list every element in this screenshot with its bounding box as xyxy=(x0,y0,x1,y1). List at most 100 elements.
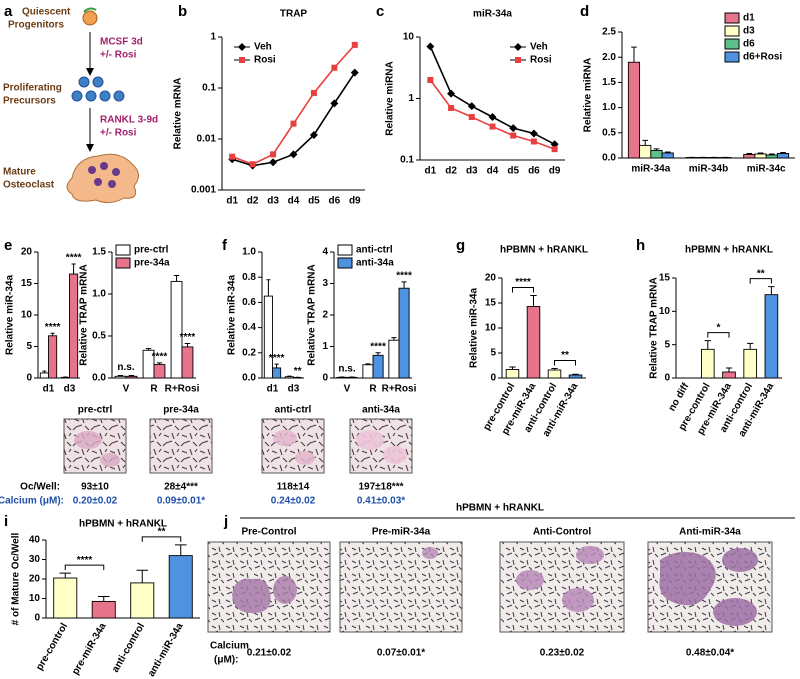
step-label: +/- Rosi xyxy=(100,128,137,139)
x-tick-label: d2 xyxy=(247,196,259,207)
osteoclast-stain xyxy=(516,570,544,590)
row-label: (μM): xyxy=(214,655,238,666)
error-bar xyxy=(757,152,764,154)
osteoclast-stain xyxy=(232,578,271,614)
y-tick-label: 1 xyxy=(322,341,328,352)
significance: **** xyxy=(152,352,168,363)
point xyxy=(551,146,558,153)
bar xyxy=(69,273,79,379)
step-label: RANKL 3-9d xyxy=(100,115,158,126)
osteoclast-stain xyxy=(383,446,407,464)
x-tick-label: d5 xyxy=(507,166,519,177)
y-axis-label: Relative miRNA xyxy=(583,58,594,132)
x-tick-label: R xyxy=(150,384,158,395)
bar xyxy=(91,600,116,619)
x-tick-label: pre-control xyxy=(34,621,70,672)
error-bar xyxy=(71,263,76,275)
bar xyxy=(153,364,166,379)
legend-swatch xyxy=(115,244,131,256)
significance: * xyxy=(716,322,720,333)
panel-letter: h xyxy=(636,237,645,254)
point xyxy=(529,129,538,138)
legend-label: anti-34a xyxy=(356,258,394,269)
y-tick-label: 0 xyxy=(34,613,40,624)
image-title: pre-ctrl xyxy=(78,405,113,416)
error-bar xyxy=(530,295,537,307)
error-bar xyxy=(704,340,711,350)
significance: **** xyxy=(269,353,285,364)
y-tick-label: 0.1 xyxy=(400,155,414,166)
point xyxy=(427,76,434,83)
y-tick-label: 0 xyxy=(26,373,32,384)
osteoclast-stain xyxy=(422,547,438,559)
chart-title: miR-34a xyxy=(473,9,512,20)
y-tick-label: 1.0 xyxy=(602,102,616,113)
y-tick-label: 1.5 xyxy=(92,247,106,258)
image-title: Anti-miR-34a xyxy=(679,527,741,538)
calcium: 0.24±0.02 xyxy=(271,496,316,507)
y-tick-label: 0.1 xyxy=(202,83,216,94)
bar xyxy=(765,154,778,159)
bar xyxy=(39,372,49,379)
y-tick-label: 10 xyxy=(485,323,497,334)
y-tick-label: 15 xyxy=(21,278,33,289)
stage-label: Precursors xyxy=(3,96,56,107)
y-tick-label: 5 xyxy=(490,348,496,359)
y-tick-label: 0.6 xyxy=(242,297,256,308)
x-tick-label: d1 xyxy=(43,384,55,395)
micrographs-e: pre-ctrl pre-34a Oc/Well: Calcium (μM): … xyxy=(0,405,213,507)
panel-letter: i xyxy=(4,513,8,530)
osteoclast-stain xyxy=(74,431,102,449)
point xyxy=(509,124,518,133)
stage-label: Proliferating xyxy=(3,83,62,94)
bar xyxy=(372,354,384,379)
error-bar xyxy=(391,337,397,341)
y-tick-label: 0 xyxy=(664,373,670,384)
error-bar xyxy=(145,348,152,351)
legend-label: d3 xyxy=(743,26,755,37)
x-tick-label: R+Rosi xyxy=(382,384,417,395)
x-tick-label: d4 xyxy=(487,166,499,177)
legend-swatch xyxy=(724,51,740,63)
y-tick-label: 1 xyxy=(408,93,414,104)
oc-count: 197±18*** xyxy=(359,482,404,493)
bracket xyxy=(512,287,534,293)
significance: n.s. xyxy=(117,362,134,373)
bar xyxy=(263,295,273,379)
oc-count: 28±4*** xyxy=(164,482,198,493)
error-bar xyxy=(156,362,163,365)
micrograph xyxy=(149,418,213,474)
legend-swatch xyxy=(337,244,353,256)
point xyxy=(426,42,435,51)
bar xyxy=(272,367,282,379)
error-bar xyxy=(509,366,516,370)
legend-label: Veh xyxy=(530,42,548,53)
x-tick-label: d4 xyxy=(288,196,300,207)
bar xyxy=(505,369,520,379)
point xyxy=(229,153,236,160)
bar xyxy=(639,144,652,159)
y-tick-label: 10 xyxy=(659,306,671,317)
bracket xyxy=(749,278,772,284)
x-tick-label: d2 xyxy=(445,166,457,177)
bar xyxy=(170,280,183,379)
x-tick-label: d6 xyxy=(528,166,540,177)
bracket xyxy=(64,564,105,571)
y-tick-label: 0.01 xyxy=(197,134,217,145)
point xyxy=(269,158,278,167)
micrographs-f: anti-ctrl anti-34a 118±14 197±18*** 0.24… xyxy=(261,405,413,507)
y-tick-label: 1.5 xyxy=(602,77,616,88)
error-bar xyxy=(746,152,753,155)
stage-label: Quiescent xyxy=(22,7,71,18)
bar xyxy=(627,61,641,159)
y-tick-label: 0.2 xyxy=(242,347,256,358)
error-bar xyxy=(117,374,124,377)
point xyxy=(331,64,338,71)
y-tick-label: 0.5 xyxy=(602,127,616,138)
y-tick-label: 0 xyxy=(322,373,328,384)
legend-label: d1 xyxy=(743,13,755,24)
error-bar xyxy=(42,370,47,373)
point xyxy=(290,120,297,127)
y-axis-label: # of Mature Oc/Well xyxy=(11,532,22,625)
y-tick-label: 0 xyxy=(490,373,496,384)
